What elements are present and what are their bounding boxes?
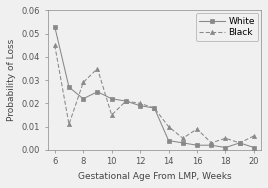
Line: Black: Black <box>53 43 256 145</box>
White <box>139 105 142 107</box>
White <box>195 144 199 146</box>
White <box>96 91 99 93</box>
Y-axis label: Probability of Loss: Probability of Loss <box>7 39 16 121</box>
Legend: White, Black: White, Black <box>196 13 258 41</box>
White <box>81 98 85 100</box>
Black <box>224 137 227 139</box>
White <box>153 107 156 109</box>
White <box>67 86 70 88</box>
Line: White: White <box>53 25 256 149</box>
Black <box>181 137 184 139</box>
White <box>53 26 56 28</box>
Black <box>67 123 70 125</box>
Black <box>124 100 128 102</box>
White <box>110 98 113 100</box>
Black <box>252 135 256 137</box>
Black <box>195 128 199 130</box>
White <box>124 100 128 102</box>
White <box>224 146 227 149</box>
Black <box>81 81 85 84</box>
White <box>210 144 213 146</box>
Black <box>53 44 56 46</box>
White <box>181 142 184 144</box>
Black <box>110 114 113 116</box>
Black <box>210 142 213 144</box>
X-axis label: Gestational Age From LMP, Weeks: Gestational Age From LMP, Weeks <box>77 172 231 181</box>
White <box>238 142 241 144</box>
White <box>167 139 170 142</box>
White <box>252 146 256 149</box>
Black <box>96 67 99 70</box>
Black <box>238 142 241 144</box>
Black <box>167 126 170 128</box>
Black <box>139 102 142 105</box>
Black <box>153 107 156 109</box>
